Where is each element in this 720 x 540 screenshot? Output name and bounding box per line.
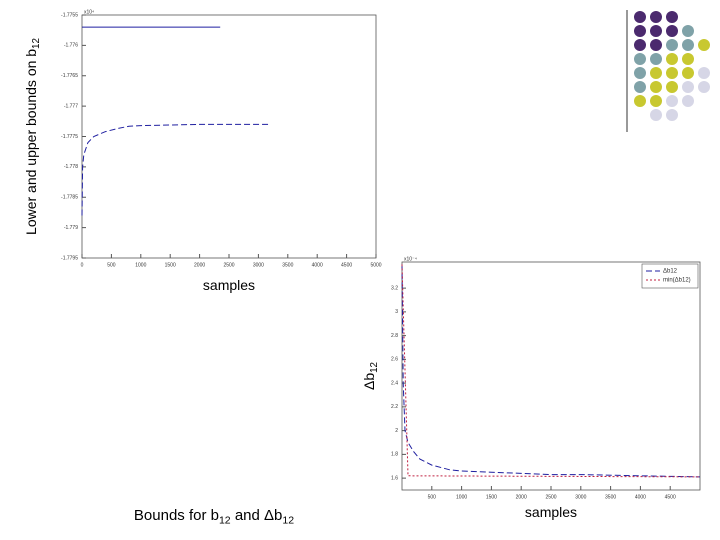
x-tick-label: 5000: [370, 262, 381, 268]
y-axis-label-part: 12: [369, 362, 380, 373]
x-tick-label: 3000: [253, 262, 264, 268]
dots-grey: [650, 67, 710, 121]
x-tick-label: 4500: [341, 262, 352, 268]
y-tick-label: -1.777: [64, 103, 78, 109]
axis-multiplier: x10⁴: [84, 9, 94, 15]
series-line: [401, 264, 701, 478]
caption-part: 12: [282, 514, 294, 526]
x-axis-label: samples: [203, 277, 255, 293]
y-tick-label: 2.6: [391, 357, 398, 363]
dots-purple: [634, 11, 678, 51]
x-tick-label: 2500: [545, 494, 556, 500]
legend-label: Δb12: [663, 269, 678, 275]
decoration: [626, 10, 710, 132]
y-tick-label: -1.779: [64, 225, 78, 231]
y-tick-label: 2.8: [391, 333, 398, 339]
legend-label: min(Δb12): [663, 278, 691, 284]
x-tick-label: 0: [81, 262, 84, 268]
y-axis-label-part: Lower and upper bounds on b: [23, 49, 39, 235]
y-axis-label: Δb12: [361, 362, 380, 390]
x-tick-label: 3500: [605, 494, 616, 500]
caption-part: 12: [219, 514, 231, 526]
y-tick-label: -1.776: [64, 43, 78, 49]
x-tick-label: 500: [428, 494, 437, 500]
y-axis-label-part: 12: [31, 38, 42, 49]
x-axis-label-part: samples: [525, 504, 577, 520]
x-tick-label: 1500: [486, 494, 497, 500]
x-tick-label: 4000: [635, 494, 646, 500]
y-axis-label-part: Δb: [361, 373, 377, 390]
x-tick-label: 3500: [282, 262, 293, 268]
caption-part: Bounds for b: [134, 507, 219, 524]
y-tick-label: 2.4: [391, 380, 398, 386]
series-line: [81, 123, 271, 216]
y-axis-label: Lower and upper bounds on b12: [23, 38, 42, 235]
x-tick-label: 4000: [312, 262, 323, 268]
y-tick-label: 1.8: [391, 452, 398, 458]
plot-area: [401, 261, 701, 491]
y-tick-label: -1.7795: [61, 255, 78, 261]
x-tick-label: 2500: [223, 262, 234, 268]
x-tick-label: 3000: [575, 494, 586, 500]
y-tick-label: 1.6: [391, 475, 398, 481]
y-tick-label: 3.2: [391, 285, 398, 291]
x-axis-label-part: samples: [203, 277, 255, 293]
caption-part: and Δb: [231, 507, 283, 524]
y-tick-label: -1.7755: [61, 12, 78, 18]
y-tick-label: -1.7765: [61, 73, 78, 79]
y-tick-label: 2: [395, 428, 398, 434]
axis-multiplier: x10⁻⁴: [404, 256, 417, 262]
y-tick-label: 2.2: [391, 404, 398, 410]
x-tick-label: 500: [107, 262, 116, 268]
x-tick-label: 1000: [135, 262, 146, 268]
caption: Bounds for b12 and Δb12: [134, 507, 294, 526]
y-tick-label: 3: [395, 309, 398, 315]
y-tick-label: -1.7775: [61, 134, 78, 140]
x-axis-label: samples: [525, 504, 577, 520]
x-tick-label: 1500: [165, 262, 176, 268]
dots-yellow: [634, 39, 710, 107]
x-tick-label: 2000: [194, 262, 205, 268]
plot-area: [81, 14, 377, 259]
dots-teal: [634, 25, 694, 93]
y-tick-label: -1.778: [64, 164, 78, 170]
x-tick-label: 4500: [665, 494, 676, 500]
y-tick-label: -1.7785: [61, 195, 78, 201]
x-tick-label: 1000: [456, 494, 467, 500]
legend-box: [641, 263, 699, 289]
x-tick-label: 2000: [516, 494, 527, 500]
